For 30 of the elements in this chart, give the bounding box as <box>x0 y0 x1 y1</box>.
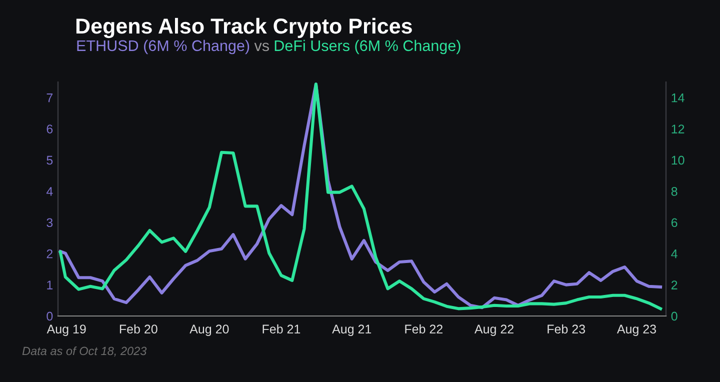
y2-tick-label: 12 <box>672 124 684 134</box>
x-tick-label: Feb 21 <box>262 324 300 334</box>
y2-tick-label: 2 <box>671 280 678 290</box>
y-tick-label: 2 <box>46 249 53 258</box>
x-tick-label: Aug 20 <box>190 324 229 336</box>
y2-tick-label: 14 <box>672 94 684 102</box>
y-tick-label: 6 <box>46 124 53 134</box>
y-tick-label: 5 <box>46 156 53 165</box>
y-tick-label: 3 <box>46 218 53 228</box>
y2-tick-label: 4 <box>671 250 678 258</box>
y-tick-label: 4 <box>46 187 53 196</box>
x-tick-label: Aug 21 <box>332 324 372 336</box>
text: DeFi Users (6M % Change) <box>274 40 460 54</box>
y2-tick-label: 0 <box>671 312 678 321</box>
x-tick-label: Aug 19 <box>46 324 86 336</box>
x-tick-label: Feb 20 <box>120 324 158 334</box>
text: Data as of Oct 18, 2023 <box>22 346 147 357</box>
y-tick-label: 7 <box>46 94 53 102</box>
y2-tick-label: 8 <box>671 187 678 196</box>
y-tick-label: 0 <box>46 312 53 321</box>
y-tick-label: 1 <box>47 280 53 290</box>
chart-subtitle: vs <box>254 42 269 52</box>
y2-tick-label: 10 <box>672 156 684 165</box>
chart-title: Degens Also Track Crypto Prices <box>76 18 412 38</box>
y2-tick-label: 6 <box>671 218 678 228</box>
x-tick-label: Feb 23 <box>548 324 586 334</box>
x-tick-label: Feb 22 <box>405 324 442 334</box>
text: ETHUSD (6M % Change) <box>77 40 250 54</box>
x-tick-label: Aug 23 <box>616 324 656 336</box>
x-tick-label: Aug 22 <box>474 324 514 336</box>
